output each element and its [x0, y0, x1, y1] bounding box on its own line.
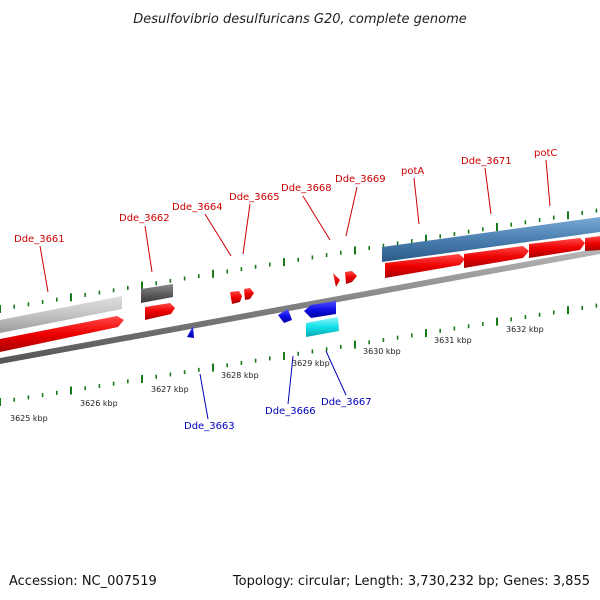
leader-line: [204, 213, 232, 257]
leader-line: [484, 167, 492, 215]
gene-arrow-dde-3667: [304, 301, 336, 318]
gene-arrow-dde-3671: [464, 246, 529, 268]
ruler-label: 3632 kbp: [506, 325, 544, 334]
ruler-label: 3628 kbp: [221, 371, 259, 380]
ruler-label: 3631 kbp: [434, 336, 472, 345]
gene-arrow-dde-3668: [333, 273, 340, 287]
gene-arrow-dde-3664: [230, 291, 242, 304]
genome-summary-text: Topology: circular; Length: 3,730,232 bp…: [232, 574, 590, 589]
lower-ruler: [0, 303, 598, 406]
gene-arrow-pota: [385, 254, 465, 278]
leader-line: [199, 373, 209, 420]
leader-line: [287, 355, 294, 405]
label-dde-3665: Dde_3665: [229, 192, 280, 203]
ruler-label: 3627 kbp: [151, 385, 189, 394]
leader-line: [413, 177, 420, 225]
ruler-label: 3629 kbp: [292, 359, 330, 368]
gene-arrow-dde-3661: [0, 316, 124, 352]
leader-line: [345, 186, 358, 237]
ruler-label: 3630 kbp: [363, 347, 401, 356]
ruler-label: 3625 kbp: [10, 414, 48, 423]
label-dde-3661: Dde_3661: [14, 234, 65, 245]
label-dde-3671: Dde_3671: [461, 156, 512, 167]
cyan-feature-dde-3667: [306, 317, 339, 337]
operon-bar-pot: [382, 217, 600, 262]
gene-arrow-potc: [529, 238, 585, 258]
leader-line: [144, 225, 153, 273]
label-potc: potC: [534, 148, 557, 159]
leader-line: [545, 159, 551, 207]
gene-arrow-next: [585, 236, 600, 251]
leader-lines: [39, 159, 551, 420]
gray-feature-dde-3661: [0, 296, 122, 333]
gene-arrow-dde-3662: [145, 303, 175, 320]
feature-dde-3662: [141, 284, 173, 303]
ruler-label: 3626 kbp: [80, 399, 118, 408]
genome-backbone: [0, 248, 600, 364]
label-dde-3663: Dde_3663: [184, 421, 235, 432]
upper-ruler: [0, 208, 598, 313]
label-dde-3669: Dde_3669: [335, 174, 386, 185]
gene-arrow-dde-3663: [187, 326, 194, 338]
gene-arrow-dde-3665: [244, 288, 254, 300]
label-dde-3662: Dde_3662: [119, 213, 170, 224]
accession-text: Accession: NC_007519: [9, 574, 157, 589]
gene-arrow-dde-3666: [278, 309, 292, 323]
label-dde-3668: Dde_3668: [281, 183, 332, 194]
label-pota: potA: [401, 166, 424, 177]
gene-arrow-dde-3669: [345, 271, 357, 284]
leader-line: [302, 195, 331, 241]
leader-line: [242, 203, 251, 255]
label-dde-3667: Dde_3667: [321, 397, 372, 408]
label-dde-3664: Dde_3664: [172, 202, 223, 213]
leader-line: [325, 350, 347, 396]
label-dde-3666: Dde_3666: [265, 406, 316, 417]
leader-line: [39, 245, 49, 293]
map-title: Desulfovibrio desulfuricans G20, complet…: [133, 12, 467, 27]
